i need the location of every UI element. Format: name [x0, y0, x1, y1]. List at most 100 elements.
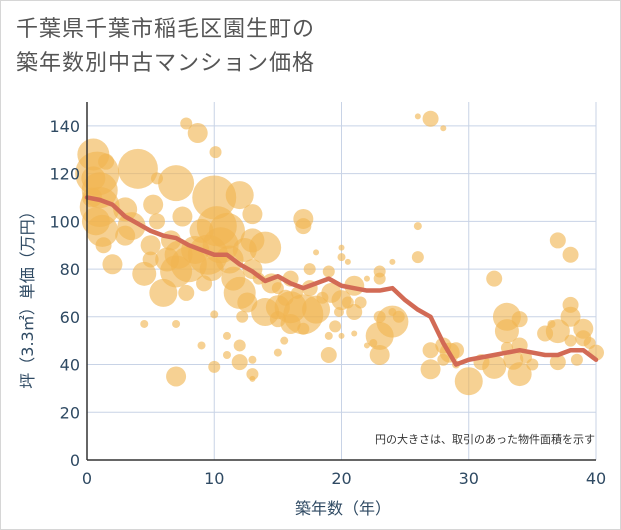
bubble-point: [86, 214, 119, 247]
bubble-point: [132, 261, 157, 286]
bubble-point: [271, 282, 284, 295]
bubble-point: [507, 362, 532, 387]
bubble-point: [248, 355, 257, 364]
bubble-point: [222, 331, 231, 340]
bubble-point: [482, 354, 507, 379]
bubble-point: [373, 272, 386, 285]
bubble-point: [209, 146, 222, 159]
bubble-point: [143, 194, 164, 215]
bubble-point: [562, 246, 579, 263]
x-axis-label: 築年数（年）: [295, 499, 391, 518]
bubble-point: [249, 375, 256, 382]
average-price-line: [84, 195, 599, 367]
bubble-point: [560, 306, 581, 327]
bubble-point: [440, 125, 447, 132]
bubble-point: [322, 265, 335, 278]
x-tick-label: 20: [331, 469, 351, 488]
bubble-point: [363, 275, 370, 282]
y-tick-label: 40: [60, 356, 80, 375]
bubble-point: [280, 336, 289, 345]
bubble-point: [369, 344, 390, 365]
bubble-point: [511, 311, 528, 328]
bubble-point: [564, 334, 577, 347]
bubble-point: [172, 206, 193, 227]
bubble-point: [225, 181, 254, 210]
bubble-point: [98, 153, 115, 170]
bubble-point: [549, 354, 566, 371]
bubble-point: [413, 222, 422, 231]
bubble-point: [242, 204, 263, 225]
bubble-point: [142, 251, 159, 268]
y-tick-label: 60: [60, 308, 80, 327]
bubble-point: [180, 117, 193, 130]
bubble-point: [102, 254, 123, 275]
y-tick-label: 100: [49, 212, 80, 231]
bubble-point: [545, 319, 570, 344]
y-tick-label: 140: [49, 117, 80, 136]
bubble-point: [320, 346, 337, 363]
bubble-point: [140, 319, 149, 328]
bubble-point: [187, 123, 208, 144]
bubble-point: [329, 320, 342, 333]
bubble-point: [196, 275, 213, 292]
bubble-point: [140, 235, 161, 256]
bubble-point: [486, 270, 503, 287]
bubble-point: [197, 341, 206, 350]
bubble-point: [115, 225, 136, 246]
x-tick-label: 30: [459, 469, 479, 488]
bubble-point: [158, 165, 195, 202]
bubble-point: [313, 249, 320, 256]
bubble-point: [231, 354, 248, 371]
bubble-point: [344, 258, 351, 265]
bubble-point: [249, 231, 282, 264]
bubble-point: [95, 237, 112, 254]
y-tick-label: 0: [70, 451, 80, 470]
chart-title: 千葉県千葉市稲毛区園生町の 築年数別中古マンション価格: [16, 17, 316, 76]
trend-series: [84, 195, 599, 367]
bubble-point: [210, 310, 219, 319]
bubble-point: [494, 319, 519, 344]
bubble-point: [526, 358, 539, 371]
bubble-point: [117, 148, 158, 189]
bubble-point: [389, 258, 396, 265]
bubble-point: [454, 367, 483, 396]
bubble-point: [208, 360, 221, 373]
bubble-point: [273, 348, 282, 357]
y-tick-label: 120: [49, 165, 80, 184]
bubble-point: [172, 319, 181, 328]
bubble-point: [351, 330, 358, 337]
bubble-point: [246, 368, 259, 381]
bubble-point: [337, 253, 346, 262]
x-tick-label: 40: [586, 469, 606, 488]
y-tick-label: 80: [60, 260, 80, 279]
bubble-point: [324, 331, 333, 340]
y-tick-label: 20: [60, 403, 80, 422]
bubble-point: [233, 339, 246, 352]
bubble-point: [549, 232, 566, 249]
bubble-point: [295, 218, 312, 235]
y-tick-labels: 0 20 40 60 80 100 120 140: [49, 117, 80, 470]
bubble-point: [166, 366, 187, 387]
bubble-point: [422, 342, 439, 359]
bubble-point: [236, 310, 249, 323]
bubble-point: [411, 251, 424, 264]
bubble-point: [148, 213, 165, 230]
bubble-point: [392, 310, 405, 323]
bubble-point: [346, 304, 363, 321]
x-tick-label: 10: [204, 469, 224, 488]
bubble-point: [208, 212, 245, 249]
bubble-point: [297, 322, 310, 335]
size-annotation: 円の大きさは、取引のあった物件面積を示す: [375, 432, 595, 446]
bubble-point: [303, 263, 316, 276]
bubble-point: [369, 339, 378, 348]
bubble-point: [338, 244, 345, 251]
bubble-point: [570, 353, 583, 366]
bubble-point: [422, 110, 439, 127]
axes: [86, 102, 596, 461]
bubble-point: [354, 296, 367, 309]
bubble-point: [178, 284, 195, 301]
bubble-point: [338, 332, 345, 339]
y-axis-label: 坪（3.3㎡）単価（万円）: [18, 203, 37, 388]
x-tick-labels: 0 10 20 30 40: [82, 469, 606, 488]
